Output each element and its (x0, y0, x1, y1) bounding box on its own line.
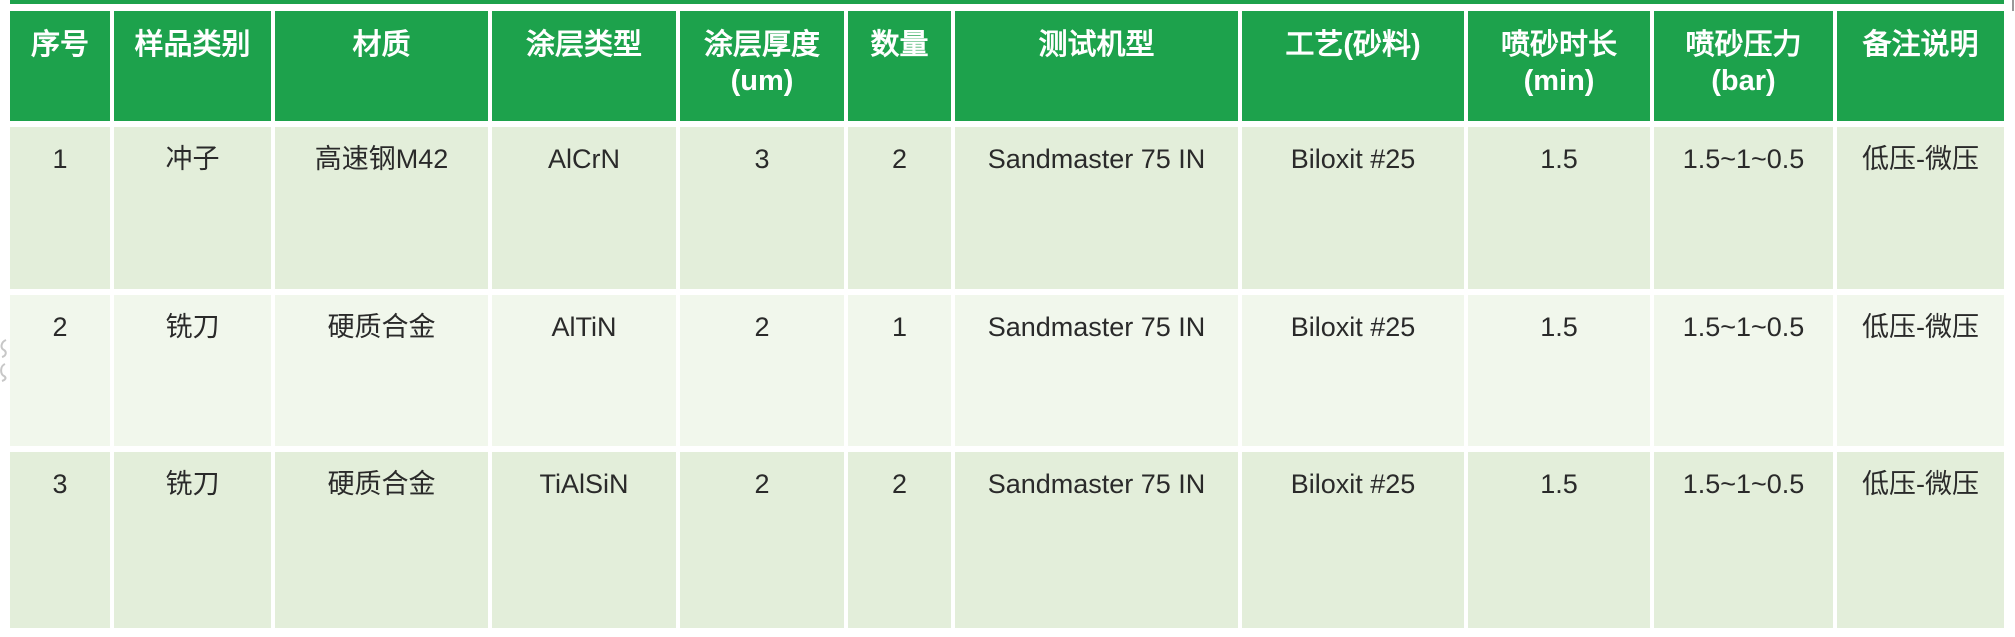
col-header-serial: 序号 (10, 11, 110, 121)
table-cell: 2 (680, 452, 844, 628)
col-header-label: 喷砂时长 (1500, 29, 1617, 61)
col-header-label: 样品类别 (134, 29, 251, 61)
col-header-blast-pressure: 喷砂压力 (bar) (1654, 11, 1833, 121)
table-cell: Biloxit #25 (1242, 452, 1464, 628)
col-header-label: 喷砂压力 (1685, 29, 1802, 61)
col-header-material: 材质 (275, 11, 488, 121)
table-cell: 2 (848, 452, 951, 628)
table-cell: 硬质合金 (275, 295, 488, 446)
col-header-label: 工艺(砂料) (1285, 29, 1421, 61)
table-cell: 低压-微压 (1837, 127, 2004, 289)
col-header-coating-thickness: 涂层厚度 (um) (680, 11, 844, 121)
table-cell: 3 (680, 127, 844, 289)
table-cell: 铣刀 (114, 295, 271, 446)
table-cell: 1.5 (1468, 452, 1650, 628)
table-top-border (10, 0, 2004, 4)
table-cell: 硬质合金 (275, 452, 488, 628)
col-header-label: 涂层厚度 (703, 29, 820, 61)
col-header-unit: (bar) (1711, 65, 1776, 97)
table-cell: AlCrN (492, 127, 676, 289)
table-cell: 1.5~1~0.5 (1654, 452, 1833, 628)
table-cell: Biloxit #25 (1242, 127, 1464, 289)
col-header-label: 备注说明 (1862, 29, 1979, 61)
left-edge-artifact (0, 339, 7, 382)
col-header-remarks: 备注说明 (1837, 11, 2004, 121)
col-header-label: 材质 (352, 29, 411, 61)
table-cell: TiAlSiN (492, 452, 676, 628)
table-cell: Sandmaster 75 IN (955, 452, 1238, 628)
col-header-process-abrasive: 工艺(砂料) (1242, 11, 1464, 121)
col-header-label: 序号 (30, 29, 89, 61)
col-header-quantity: 数量 (848, 11, 951, 121)
table-cell: 1.5 (1468, 295, 1650, 446)
table-cell: 铣刀 (114, 452, 271, 628)
table-cell: Biloxit #25 (1242, 295, 1464, 446)
table-cell: AlTiN (492, 295, 676, 446)
col-header-blast-duration: 喷砂时长 (min) (1468, 11, 1650, 121)
col-header-test-machine: 测试机型 (955, 11, 1238, 121)
table-cell: 1 (848, 295, 951, 446)
table-cell: 2 (848, 127, 951, 289)
table-cell: 3 (10, 452, 110, 628)
sample-spec-table: 序号 样品类别 材质 涂层类型 涂层厚度 (um) 数量 测试机型 工艺(砂料)… (10, 11, 2004, 628)
table-cell: 1.5 (1468, 127, 1650, 289)
table-cell: Sandmaster 75 IN (955, 127, 1238, 289)
col-header-label: 涂层类型 (525, 29, 642, 61)
table-cell: 1.5~1~0.5 (1654, 127, 1833, 289)
table-cell: Sandmaster 75 IN (955, 295, 1238, 446)
col-header-label: 数量 (870, 29, 929, 61)
table-cell: 2 (680, 295, 844, 446)
col-header-label: 测试机型 (1038, 29, 1155, 61)
screen-edge-tick (2012, 0, 2014, 11)
table-cell: 高速钢M42 (275, 127, 488, 289)
table-cell: 低压-微压 (1837, 295, 2004, 446)
col-header-unit: (um) (730, 65, 794, 97)
table-cell: 低压-微压 (1837, 452, 2004, 628)
table-cell: 冲子 (114, 127, 271, 289)
col-header-unit: (min) (1523, 65, 1595, 97)
table-cell: 2 (10, 295, 110, 446)
table-cell: 1 (10, 127, 110, 289)
table-cell: 1.5~1~0.5 (1654, 295, 1833, 446)
col-header-coating-type: 涂层类型 (492, 11, 676, 121)
col-header-sample-type: 样品类别 (114, 11, 271, 121)
